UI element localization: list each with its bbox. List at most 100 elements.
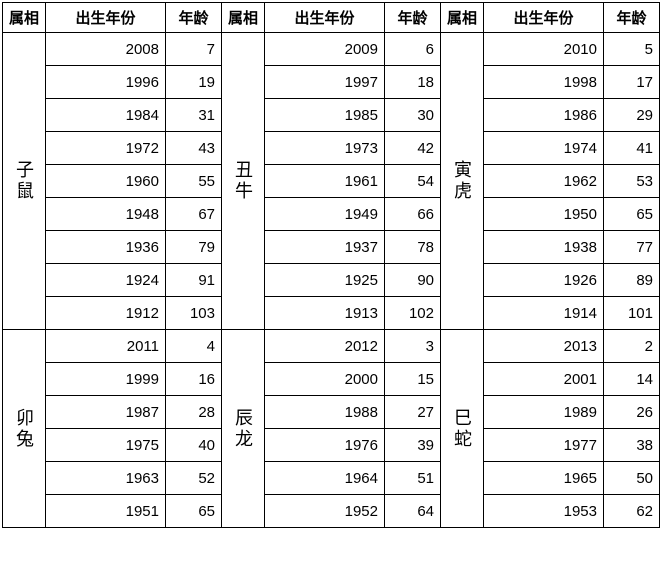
cell-age: 26: [604, 396, 660, 429]
table-row: 20132: [484, 330, 660, 363]
cell-year: 1974: [484, 132, 604, 165]
data-column: 2008719961919843119724319605519486719367…: [46, 33, 222, 330]
table-row: 195165: [46, 495, 222, 528]
header-year: 出生年份: [484, 3, 604, 33]
table-row: 194867: [46, 198, 222, 231]
table-row: 192590: [265, 264, 441, 297]
data-column: 20132200114198926197738196550195362: [484, 330, 660, 528]
cell-age: 14: [604, 363, 660, 396]
cell-year: 1949: [265, 198, 385, 231]
cell-age: 30: [385, 99, 441, 132]
cell-age: 5: [604, 33, 660, 66]
cell-age: 53: [604, 165, 660, 198]
cell-year: 1977: [484, 429, 604, 462]
table-row: 192689: [484, 264, 660, 297]
table-row: 1912103: [46, 297, 222, 330]
table-row: 193778: [265, 231, 441, 264]
table-row: 196154: [265, 165, 441, 198]
cell-age: 50: [604, 462, 660, 495]
cell-year: 2000: [265, 363, 385, 396]
header-age: 年龄: [385, 3, 441, 33]
table-row: 20096: [265, 33, 441, 66]
cell-year: 1989: [484, 396, 604, 429]
cell-age: 38: [604, 429, 660, 462]
table-row: 1914101: [484, 297, 660, 330]
cell-age: 2: [604, 330, 660, 363]
cell-year: 1965: [484, 462, 604, 495]
table-row: 197540: [46, 429, 222, 462]
cell-age: 62: [604, 495, 660, 528]
zodiac-label: 寅虎: [441, 33, 484, 330]
cell-age: 51: [385, 462, 441, 495]
cell-year: 2013: [484, 330, 604, 363]
table-row: 198629: [484, 99, 660, 132]
cell-age: 4: [166, 330, 222, 363]
cell-year: 1912: [46, 297, 166, 330]
cell-year: 1950: [484, 198, 604, 231]
cell-age: 31: [166, 99, 222, 132]
table-row: 192491: [46, 264, 222, 297]
cell-year: 1964: [265, 462, 385, 495]
cell-year: 1914: [484, 297, 604, 330]
cell-age: 90: [385, 264, 441, 297]
cell-age: 79: [166, 231, 222, 264]
cell-year: 1997: [265, 66, 385, 99]
cell-year: 2009: [265, 33, 385, 66]
cell-age: 91: [166, 264, 222, 297]
table-row: 196055: [46, 165, 222, 198]
cell-age: 27: [385, 396, 441, 429]
cell-age: 40: [166, 429, 222, 462]
cell-year: 1987: [46, 396, 166, 429]
cell-age: 3: [385, 330, 441, 363]
cell-year: 1961: [265, 165, 385, 198]
table-row: 20114: [46, 330, 222, 363]
cell-year: 1963: [46, 462, 166, 495]
cell-year: 1937: [265, 231, 385, 264]
table-row: 198728: [46, 396, 222, 429]
cell-year: 1998: [484, 66, 604, 99]
cell-year: 2012: [265, 330, 385, 363]
zodiac-label: 卯兔: [3, 330, 46, 528]
cell-year: 1976: [265, 429, 385, 462]
cell-year: 1951: [46, 495, 166, 528]
zodiac-label: 辰龙: [222, 330, 265, 528]
table-row: 195264: [265, 495, 441, 528]
cell-age: 6: [385, 33, 441, 66]
cell-year: 2001: [484, 363, 604, 396]
cell-age: 29: [604, 99, 660, 132]
header-year: 出生年份: [265, 3, 385, 33]
cell-year: 1960: [46, 165, 166, 198]
cell-age: 16: [166, 363, 222, 396]
cell-age: 54: [385, 165, 441, 198]
header-zodiac: 属相: [222, 3, 265, 33]
zodiac-label: 子鼠: [3, 33, 46, 330]
zodiac-group: 子鼠20087199619198431197243196055194867193…: [2, 33, 660, 330]
table-row: 199916: [46, 363, 222, 396]
cell-year: 1988: [265, 396, 385, 429]
table-row: 197738: [484, 429, 660, 462]
table-row: 197342: [265, 132, 441, 165]
cell-year: 1985: [265, 99, 385, 132]
cell-age: 52: [166, 462, 222, 495]
table-row: 196253: [484, 165, 660, 198]
table-row: 195065: [484, 198, 660, 231]
zodiac-age-table: 属相出生年份年龄属相出生年份年龄属相出生年份年龄子鼠20087199619198…: [2, 2, 660, 528]
cell-age: 41: [604, 132, 660, 165]
cell-age: 77: [604, 231, 660, 264]
cell-age: 42: [385, 132, 441, 165]
table-row: 196352: [46, 462, 222, 495]
cell-year: 1984: [46, 99, 166, 132]
zodiac-label: 巳蛇: [441, 330, 484, 528]
cell-year: 1938: [484, 231, 604, 264]
cell-age: 15: [385, 363, 441, 396]
cell-age: 55: [166, 165, 222, 198]
zodiac-group: 卯兔20114199916198728197540196352195165辰龙2…: [2, 330, 660, 528]
table-row: 194966: [265, 198, 441, 231]
cell-year: 2010: [484, 33, 604, 66]
table-row: 196550: [484, 462, 660, 495]
header-year: 出生年份: [46, 3, 166, 33]
table-row: 200114: [484, 363, 660, 396]
cell-year: 1975: [46, 429, 166, 462]
header-zodiac: 属相: [441, 3, 484, 33]
cell-year: 1926: [484, 264, 604, 297]
